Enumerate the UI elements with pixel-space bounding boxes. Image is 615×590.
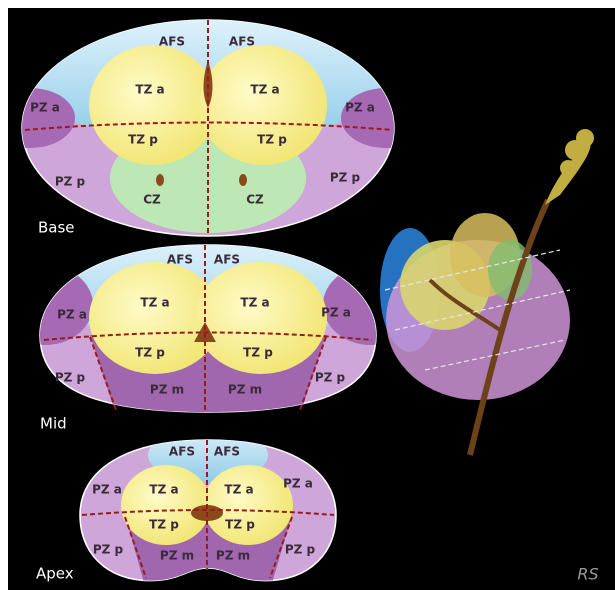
mid-section bbox=[39, 244, 377, 413]
zone-label: TZ p bbox=[128, 133, 158, 147]
zone-label: TZ p bbox=[225, 518, 255, 532]
zone-label: AFS bbox=[167, 253, 193, 267]
zone-label: AFS bbox=[169, 445, 195, 459]
zone-label: PZ m bbox=[228, 383, 262, 397]
zone-label: TZ a bbox=[250, 83, 279, 97]
zone-label: PZ p bbox=[330, 171, 361, 185]
zone-label: CZ bbox=[143, 193, 161, 207]
zone-label: PZ m bbox=[216, 549, 250, 563]
zone-label: AFS bbox=[159, 35, 185, 49]
section-label: Base bbox=[38, 219, 75, 237]
zone-label: TZ a bbox=[135, 83, 164, 97]
zone-label: PZ m bbox=[160, 549, 194, 563]
zone-label: PZ p bbox=[55, 175, 86, 189]
zone-label: TZ p bbox=[135, 346, 165, 360]
zone-label: PZ p bbox=[93, 543, 124, 557]
apex-section bbox=[79, 439, 337, 582]
signature: RS bbox=[577, 565, 598, 584]
zone-label: PZ p bbox=[315, 371, 346, 385]
zone-label: PZ a bbox=[345, 101, 375, 115]
section-label: Mid bbox=[40, 415, 67, 433]
zone-label: TZ p bbox=[149, 518, 179, 532]
zone-label: PZ a bbox=[30, 101, 60, 115]
zone-label: PZ m bbox=[150, 383, 184, 397]
base-section bbox=[21, 19, 395, 237]
zone-label: TZ a bbox=[140, 296, 169, 310]
zone-label: PZ a bbox=[57, 308, 87, 322]
zone-label: PZ p bbox=[55, 371, 86, 385]
zone-label: TZ a bbox=[240, 296, 269, 310]
labels: Base AFS AFS TZ a TZ a PZ a PZ a TZ p TZ p PZ p PZ… bbox=[30, 35, 375, 583]
zone-label: AFS bbox=[214, 253, 240, 267]
prostate-3d bbox=[380, 129, 594, 456]
zone-label: PZ a bbox=[283, 477, 313, 491]
section-label: Apex bbox=[36, 565, 74, 583]
zone-label: TZ a bbox=[149, 483, 178, 497]
zone-label: TZ p bbox=[243, 346, 273, 360]
zone-label: PZ a bbox=[92, 483, 122, 497]
zone-label: AFS bbox=[229, 35, 255, 49]
zone-label: CZ bbox=[246, 193, 264, 207]
zone-label: AFS bbox=[214, 445, 240, 459]
zone-label: PZ a bbox=[321, 306, 351, 320]
zone-label: PZ p bbox=[285, 543, 316, 557]
zone-label: TZ a bbox=[224, 483, 253, 497]
zone-label: TZ p bbox=[257, 133, 287, 147]
